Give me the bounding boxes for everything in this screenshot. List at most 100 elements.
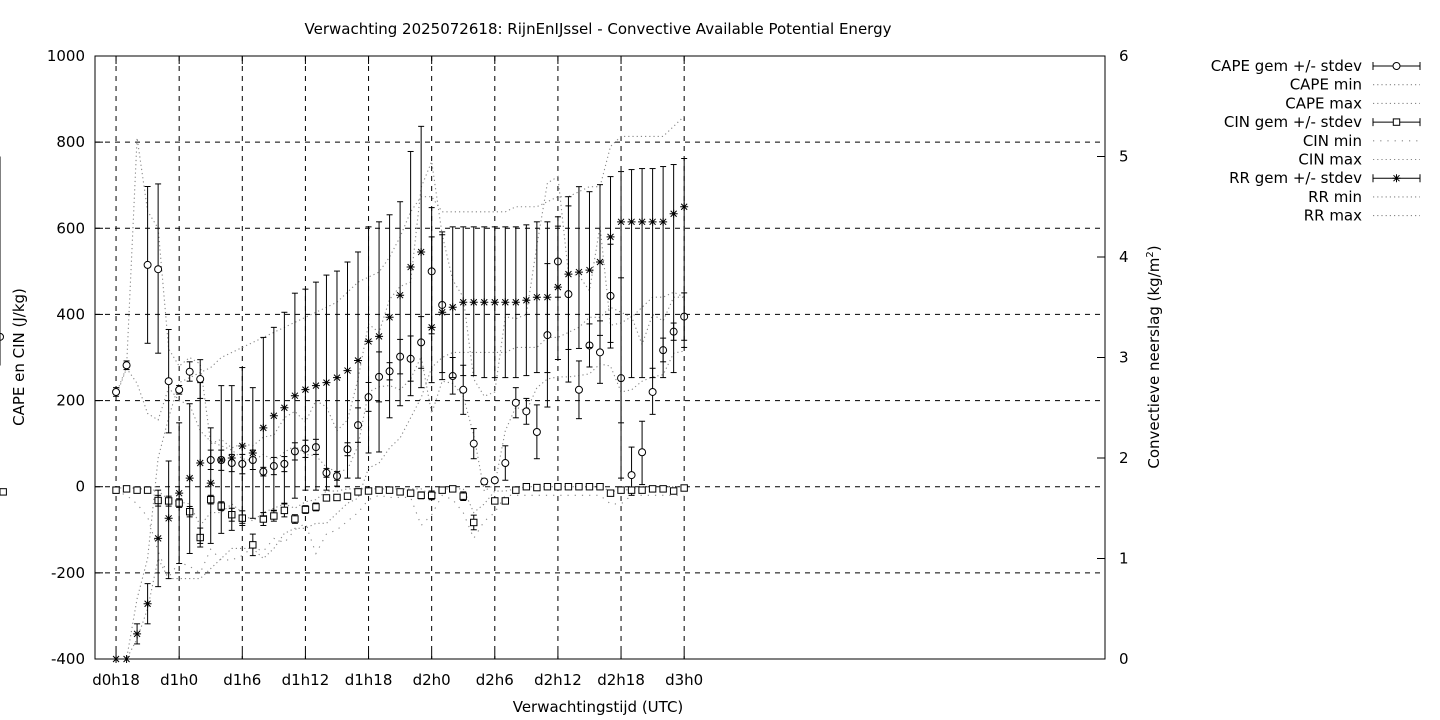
marker-star <box>585 266 594 275</box>
marker-star <box>669 209 678 218</box>
marker-star <box>680 202 689 211</box>
marker-square <box>522 483 531 491</box>
marker-square <box>249 541 257 549</box>
marker-star <box>617 217 626 226</box>
data-point-square <box>596 483 604 491</box>
marker-square <box>364 487 373 495</box>
marker-star <box>659 217 668 226</box>
data-point-star <box>259 336 268 517</box>
data-point-star <box>459 226 468 377</box>
legend-entry: CIN gem +/- stdev <box>1224 113 1421 131</box>
data-point-star <box>154 489 163 588</box>
data-point-star <box>354 251 363 479</box>
marker-square <box>575 483 583 491</box>
marker-circle <box>469 439 478 448</box>
y-tick-label: 1000 <box>47 47 85 65</box>
data-point-square <box>133 486 141 494</box>
marker-square <box>564 483 573 491</box>
data-point-star <box>417 125 426 389</box>
marker-square <box>354 488 362 496</box>
marker-star <box>269 411 278 420</box>
data-point-star <box>543 221 552 374</box>
marker-circle <box>480 477 489 486</box>
marker-star <box>332 373 341 382</box>
y-tick-label: -400 <box>51 650 85 668</box>
marker-square <box>375 486 383 494</box>
data-point-star <box>501 226 510 379</box>
data-point-square <box>406 489 415 497</box>
marker-star <box>364 337 373 346</box>
marker-circle <box>627 471 636 480</box>
marker-square <box>491 497 499 505</box>
data-point-square <box>417 491 425 500</box>
data-point-square <box>449 485 457 493</box>
marker-square <box>585 483 594 491</box>
marker-circle <box>154 265 163 274</box>
marker-square <box>470 518 478 527</box>
marker-square <box>554 483 562 491</box>
data-point-star <box>196 382 205 544</box>
marker-square <box>648 485 657 493</box>
marker-star <box>280 403 289 412</box>
legend-label: CIN gem +/- stdev <box>1224 113 1362 131</box>
marker-square <box>385 486 394 494</box>
marker-star <box>574 268 583 277</box>
marker-square <box>417 491 425 500</box>
data-point-circle <box>532 404 541 460</box>
marker-star <box>564 270 573 279</box>
marker-square <box>533 483 541 492</box>
data-point-star <box>680 158 689 348</box>
data-point-square <box>322 494 331 502</box>
x-tick-label: d2h18 <box>597 671 645 689</box>
data-point-star <box>448 226 457 379</box>
data-point-square <box>564 483 573 491</box>
data-point-circle <box>154 183 163 354</box>
data-point-square <box>680 484 688 492</box>
y2-axis-label-end: ) <box>1145 245 1163 251</box>
data-point-circle <box>122 360 131 371</box>
legend-entry: RR max <box>1304 207 1420 225</box>
data-point-square <box>522 483 531 491</box>
marker-star <box>648 217 657 226</box>
y-axis-label: CAPE en CIN (J/kg) <box>10 288 28 426</box>
data-point-star <box>332 270 341 487</box>
marker-circle <box>532 428 541 437</box>
marker-square <box>638 486 646 494</box>
data-point-circle <box>164 329 173 434</box>
marker-circle <box>143 260 152 269</box>
marker-circle <box>574 385 583 394</box>
marker-square <box>270 512 278 520</box>
marker-square <box>596 483 604 491</box>
data-point-star <box>522 224 531 377</box>
marker-star <box>385 313 394 322</box>
data-point-star <box>659 166 668 379</box>
data-point-star <box>511 226 520 379</box>
data-point-square <box>533 483 541 492</box>
data-point-square <box>122 485 131 493</box>
marker-square <box>659 485 667 493</box>
data-point-square <box>0 488 7 496</box>
data-point-star <box>427 236 436 384</box>
y2-tick-label: 1 <box>1119 550 1129 568</box>
marker-square <box>291 515 299 523</box>
marker-circle <box>648 387 657 396</box>
y2-tick-label: 6 <box>1119 47 1129 65</box>
marker-circle <box>511 398 520 407</box>
data-point-star <box>301 288 310 491</box>
data-point-square <box>249 533 257 557</box>
marker-star <box>511 298 520 307</box>
data-point-square <box>343 492 352 500</box>
legend-entry: RR min <box>1308 188 1420 206</box>
marker-star <box>227 454 236 462</box>
marker-square <box>606 489 615 497</box>
marker-square <box>543 483 552 491</box>
marker-square <box>280 506 289 515</box>
marker-star <box>185 474 194 483</box>
data-point-square <box>385 486 394 494</box>
data-point-square <box>669 487 678 495</box>
marker-star <box>459 298 468 307</box>
x-tick-label: d2h6 <box>476 671 514 689</box>
y-tick-label: 400 <box>56 305 85 323</box>
data-point-square <box>627 486 636 494</box>
y2-axis-label-text: Convectieve neerslag (kg/m <box>1145 258 1163 469</box>
